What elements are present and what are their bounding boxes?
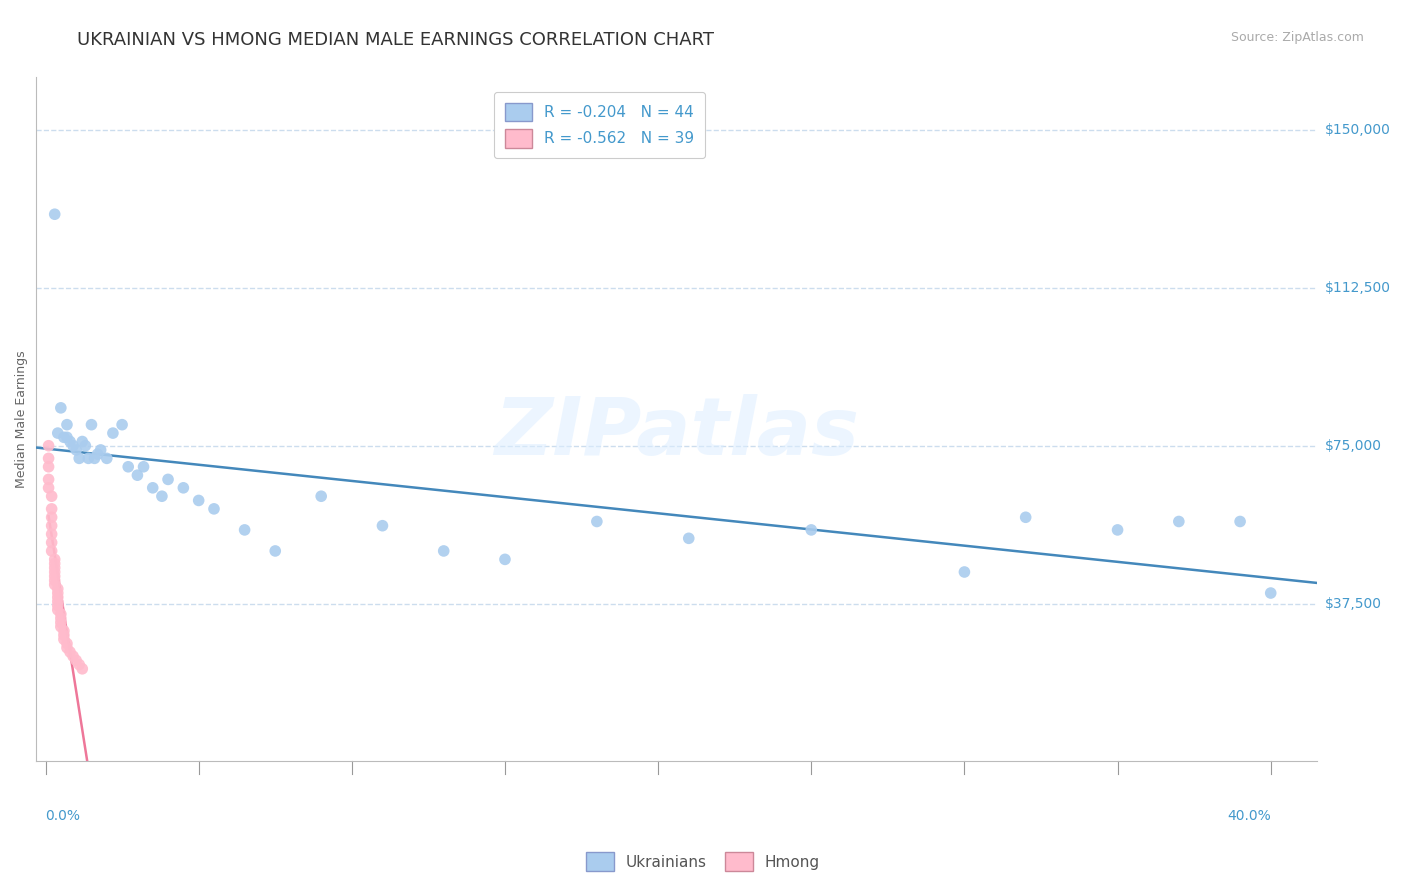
Point bbox=[44, 557, 66, 571]
Point bbox=[44, 207, 66, 221]
Point bbox=[62, 649, 84, 664]
Point bbox=[56, 636, 79, 650]
Point bbox=[77, 451, 100, 466]
Point bbox=[38, 439, 60, 453]
Point bbox=[46, 599, 69, 613]
Point bbox=[41, 501, 63, 516]
Point bbox=[1260, 586, 1282, 600]
Point bbox=[800, 523, 823, 537]
Point bbox=[157, 472, 180, 486]
Point bbox=[38, 451, 60, 466]
Point bbox=[49, 615, 72, 630]
Legend: R = -0.204   N = 44, R = -0.562   N = 39: R = -0.204 N = 44, R = -0.562 N = 39 bbox=[494, 92, 706, 158]
Point bbox=[494, 552, 516, 566]
Point bbox=[1229, 515, 1251, 529]
Point bbox=[59, 645, 82, 659]
Text: UKRAINIAN VS HMONG MEDIAN MALE EARNINGS CORRELATION CHART: UKRAINIAN VS HMONG MEDIAN MALE EARNINGS … bbox=[77, 31, 714, 49]
Point bbox=[38, 459, 60, 474]
Point bbox=[38, 481, 60, 495]
Y-axis label: Median Male Earnings: Median Male Earnings bbox=[15, 351, 28, 488]
Point bbox=[67, 657, 90, 672]
Point bbox=[86, 447, 108, 461]
Point bbox=[142, 481, 165, 495]
Point bbox=[41, 510, 63, 524]
Point bbox=[132, 459, 155, 474]
Point bbox=[1167, 515, 1189, 529]
Point bbox=[65, 653, 87, 667]
Point bbox=[72, 434, 94, 449]
Point bbox=[80, 417, 103, 432]
Point bbox=[49, 620, 72, 634]
Point bbox=[202, 501, 225, 516]
Point bbox=[46, 591, 69, 605]
Text: Source: ZipAtlas.com: Source: ZipAtlas.com bbox=[1230, 31, 1364, 45]
Point bbox=[90, 442, 112, 457]
Point bbox=[49, 607, 72, 621]
Point bbox=[38, 472, 60, 486]
Text: $37,500: $37,500 bbox=[1324, 597, 1382, 610]
Point bbox=[49, 401, 72, 415]
Point bbox=[44, 561, 66, 575]
Point bbox=[117, 459, 139, 474]
Point bbox=[52, 628, 75, 642]
Point bbox=[309, 489, 332, 503]
Point bbox=[67, 451, 90, 466]
Point bbox=[65, 442, 87, 457]
Point bbox=[56, 640, 79, 655]
Point bbox=[187, 493, 209, 508]
Text: $150,000: $150,000 bbox=[1324, 123, 1391, 137]
Point bbox=[52, 632, 75, 647]
Point bbox=[1015, 510, 1038, 524]
Point bbox=[46, 582, 69, 596]
Point bbox=[62, 439, 84, 453]
Point bbox=[111, 417, 134, 432]
Point bbox=[49, 611, 72, 625]
Point bbox=[52, 624, 75, 638]
Point bbox=[264, 544, 287, 558]
Point bbox=[150, 489, 173, 503]
Point bbox=[46, 586, 69, 600]
Point bbox=[83, 451, 105, 466]
Point bbox=[127, 468, 149, 483]
Point bbox=[44, 574, 66, 588]
Point bbox=[75, 439, 97, 453]
Point bbox=[46, 594, 69, 608]
Point bbox=[586, 515, 609, 529]
Point bbox=[433, 544, 456, 558]
Point bbox=[101, 426, 124, 441]
Point bbox=[678, 532, 700, 546]
Point bbox=[172, 481, 194, 495]
Point bbox=[56, 417, 79, 432]
Point bbox=[46, 603, 69, 617]
Text: ZIPatlas: ZIPatlas bbox=[494, 394, 859, 472]
Point bbox=[96, 451, 118, 466]
Point bbox=[41, 535, 63, 549]
Text: 40.0%: 40.0% bbox=[1227, 809, 1271, 823]
Point bbox=[44, 569, 66, 583]
Point bbox=[44, 565, 66, 579]
Point bbox=[52, 430, 75, 444]
Legend: Ukrainians, Hmong: Ukrainians, Hmong bbox=[579, 847, 827, 877]
Point bbox=[41, 527, 63, 541]
Point bbox=[41, 518, 63, 533]
Point bbox=[371, 518, 394, 533]
Text: $112,500: $112,500 bbox=[1324, 281, 1391, 295]
Point bbox=[56, 430, 79, 444]
Point bbox=[41, 544, 63, 558]
Point bbox=[44, 552, 66, 566]
Point bbox=[233, 523, 256, 537]
Point bbox=[41, 489, 63, 503]
Point bbox=[44, 577, 66, 591]
Point bbox=[46, 426, 69, 441]
Point bbox=[72, 662, 94, 676]
Point bbox=[1107, 523, 1129, 537]
Point bbox=[953, 565, 976, 579]
Point bbox=[59, 434, 82, 449]
Text: $75,000: $75,000 bbox=[1324, 439, 1382, 453]
Text: 0.0%: 0.0% bbox=[45, 809, 80, 823]
